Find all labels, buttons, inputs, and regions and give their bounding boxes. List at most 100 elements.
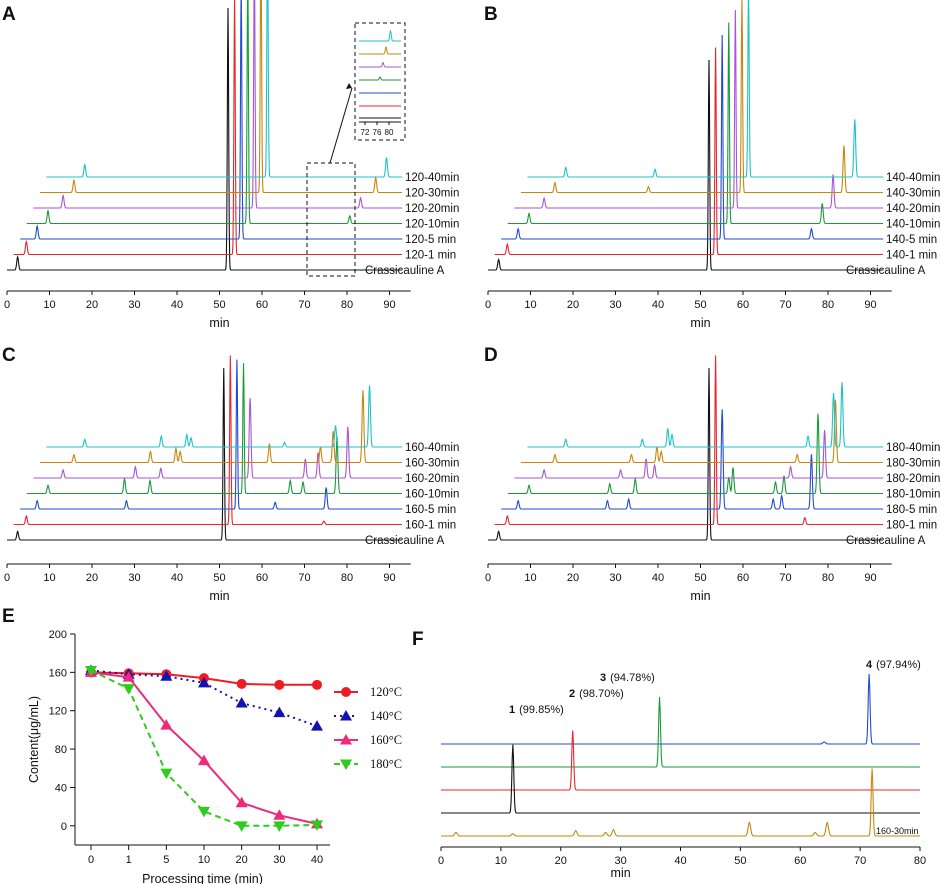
panel-e-legend-marker-160c bbox=[340, 734, 352, 745]
panel-f-peak-label: 1 (99.85%) bbox=[509, 704, 564, 716]
peak-number: 1 bbox=[509, 704, 515, 716]
panel-d-x-tick-label: 0 bbox=[485, 572, 491, 584]
panel-a-x-tick-label: 70 bbox=[298, 299, 310, 311]
panel-a-x-tick-label: 50 bbox=[213, 299, 225, 311]
panel-e-x-axis-title: Processing time (min) bbox=[142, 872, 263, 884]
panel-f-x-tick-label: 30 bbox=[615, 855, 627, 867]
panel-a-trace-label: 120-20min bbox=[405, 203, 459, 215]
panel-c-x-tick-label: 80 bbox=[341, 572, 353, 584]
panel-b-x-tick-label: 80 bbox=[822, 299, 834, 311]
peak-purity: (98.70%) bbox=[579, 688, 624, 700]
panel-d-x-tick-label: 30 bbox=[609, 572, 621, 584]
panel-e-series-line-180c bbox=[90, 669, 318, 827]
panel-a-chromatogram: 0 10 20 30 40 50 60 70 80 90 min Crassicauline A 120… bbox=[4, 0, 459, 330]
panel-a-x-tick-label: 0 bbox=[4, 299, 10, 311]
panel-c-trace-1-min bbox=[13, 355, 403, 526]
panel-d-x-tick-label: 20 bbox=[567, 572, 579, 584]
panel-d-trace-label: 180-10min bbox=[886, 489, 940, 501]
panel-f-peak-label: 4 (97.94%) bbox=[866, 659, 921, 671]
panel-f-trace-160-30min bbox=[441, 768, 920, 837]
panel-c-trace-label: 160-40min bbox=[405, 442, 459, 454]
panel-f-chromatogram: 0 10 20 30 40 50 60 70 80 min 1 (99.85%) 2 (98.70%) 3 (… bbox=[438, 659, 926, 880]
panel-b-trace-label: 140-1 min bbox=[886, 250, 937, 262]
panel-f-peak-label: 2 (98.70%) bbox=[569, 688, 624, 700]
panel-f-peak-label: 3 (94.78%) bbox=[600, 672, 655, 684]
panel-c-trace-5-min bbox=[20, 359, 403, 510]
panel-e-legend-label-140c: 140°C bbox=[370, 709, 402, 723]
zoom-region-box bbox=[306, 162, 356, 277]
panel-a-trace-crassicauline-a bbox=[7, 7, 403, 271]
inset-x-tick-label: 76 bbox=[373, 128, 382, 137]
panel-e-legend-label-120c: 120°C bbox=[370, 685, 402, 699]
panel-f-trace-compound-4 bbox=[441, 673, 920, 745]
inset-box bbox=[354, 22, 406, 141]
inset-trace bbox=[359, 76, 401, 81]
panel-d-x-tick-label: 60 bbox=[737, 572, 749, 584]
panel-b-trace-label: 140-10min bbox=[886, 219, 940, 231]
panel-f-x-tick-label: 40 bbox=[674, 855, 686, 867]
inset-trace bbox=[359, 45, 401, 55]
panel-b-x-tick-label: 40 bbox=[652, 299, 664, 311]
panel-a-trace-label: Crassicauline A bbox=[365, 265, 445, 277]
panel-e-point-140c bbox=[273, 706, 286, 718]
panel-d-trace-label: 180-30min bbox=[886, 458, 940, 470]
panel-a-x-tick-label: 20 bbox=[86, 299, 98, 311]
panel-a-x-axis-title: min bbox=[209, 316, 229, 330]
panel-b-x-axis-title: min bbox=[690, 316, 710, 330]
panel-a-trace-10-min bbox=[26, 0, 403, 225]
panel-d-trace-crassicauline-a bbox=[488, 367, 884, 541]
panel-c-trace-20-min bbox=[33, 397, 403, 479]
panel-c-x-tick-label: 20 bbox=[86, 572, 98, 584]
panel-b-trace-1-min bbox=[494, 47, 884, 256]
zoom-arrow bbox=[329, 87, 353, 164]
panel-a-trace-40-min bbox=[46, 0, 403, 178]
panel-c-trace-30-min bbox=[39, 390, 403, 464]
panel-c-x-tick-label: 50 bbox=[213, 572, 225, 584]
panel-c-trace-label: 160-20min bbox=[405, 473, 459, 485]
panel-d-trace-label: Crassicauline A bbox=[846, 535, 926, 547]
panel-c-trace-40-min bbox=[46, 385, 403, 448]
panel-letter-a: A bbox=[2, 4, 16, 25]
panel-e-point-140c bbox=[160, 670, 173, 681]
inset-trace bbox=[359, 29, 401, 42]
panel-e-point-180c bbox=[235, 821, 248, 832]
panel-e-y-axis-title: Content(μg/mL) bbox=[27, 696, 41, 783]
panel-a-trace-1-min bbox=[13, 0, 403, 256]
panel-a-trace-label: 120-1 min bbox=[405, 250, 456, 262]
panel-a-x-tick-label: 40 bbox=[171, 299, 183, 311]
panel-c-trace-10-min bbox=[26, 363, 403, 495]
panel-f-x-tick-label: 60 bbox=[794, 855, 806, 867]
panel-c-x-tick-label: 30 bbox=[128, 572, 140, 584]
panel-f-x-tick-label: 50 bbox=[734, 855, 746, 867]
panel-c-trace-label: 160-30min bbox=[405, 458, 459, 470]
panel-c-trace-label: Crassicauline A bbox=[365, 535, 445, 547]
panel-e-y-tick-label: 80 bbox=[55, 744, 67, 756]
panel-d-x-tick-label: 90 bbox=[864, 572, 876, 584]
panel-e-x-tick-label: 0 bbox=[88, 854, 94, 866]
panel-c-trace-label: 160-1 min bbox=[405, 520, 456, 532]
panel-e-x-tick-label: 5 bbox=[163, 854, 169, 866]
panel-d-trace-label: 180-1 min bbox=[886, 520, 937, 532]
panel-letter-e: E bbox=[2, 606, 15, 627]
panel-a-trace-5-min bbox=[20, 0, 403, 240]
panel-a-trace-label: 120-5 min bbox=[405, 234, 456, 246]
panel-d-trace-label: 180-40min bbox=[886, 442, 940, 454]
panel-b-x-tick-label: 60 bbox=[737, 299, 749, 311]
panel-b-x-tick-label: 50 bbox=[694, 299, 706, 311]
panel-b-trace-40-min bbox=[527, 0, 884, 178]
panel-b-chromatogram: 0 10 20 30 40 50 60 70 80 90 min Crassicauline A 140… bbox=[485, 0, 940, 330]
panel-e-point-180c bbox=[122, 684, 135, 695]
panel-d-trace-5-min bbox=[501, 409, 884, 510]
panel-d-trace-10-min bbox=[507, 413, 884, 495]
panel-d-chromatogram: 0 10 20 30 40 50 60 70 80 90 min Crassicauline A 180… bbox=[485, 355, 940, 603]
panel-e-point-120c bbox=[274, 679, 285, 690]
panel-e-content-chart: 0 40 80 120 160 200 0 1 5 10 20 30 40 Processing time… bbox=[27, 629, 402, 884]
panel-a-trace-30-min bbox=[39, 0, 403, 194]
panel-a-trace-label: 120-10min bbox=[405, 219, 459, 231]
panel-a-x-tick-label: 30 bbox=[128, 299, 140, 311]
panel-c-x-axis-title: min bbox=[209, 589, 229, 603]
panel-e-y-tick-label: 40 bbox=[55, 782, 67, 794]
panel-d-trace-40-min bbox=[527, 382, 884, 448]
panel-a-trace-label: 120-40min bbox=[405, 172, 459, 184]
